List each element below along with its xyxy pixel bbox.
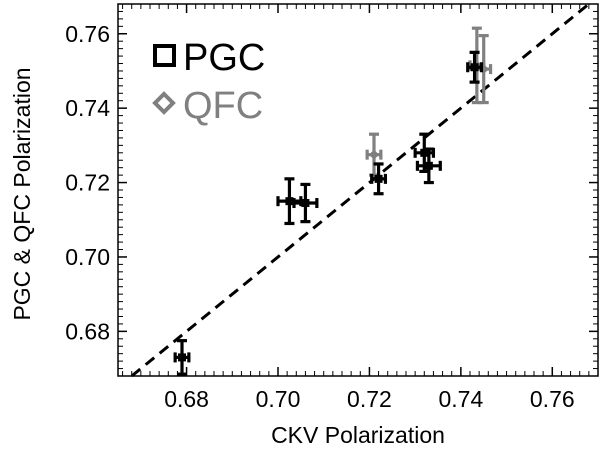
y-tick-label: 0.68: [65, 318, 110, 344]
data-point-pgc: [292, 182, 319, 224]
y-tick-label: 0.72: [65, 170, 110, 196]
reference-line-layer: [130, 2, 590, 378]
legend-item-pgc: PGC: [153, 37, 265, 79]
pgc-square-marker: [285, 197, 294, 206]
x-tick-labels: 0.68 0.70 0.72 0.74 0.76: [164, 386, 574, 412]
pgc-square-marker: [178, 353, 186, 362]
legend-pgc-label: PGC: [183, 37, 265, 79]
x-tick-label: 0.72: [347, 386, 392, 412]
x-tick-label: 0.68: [164, 386, 209, 412]
x-axis-label: CKV Polarization: [271, 422, 445, 448]
x-tick-label: 0.74: [438, 386, 483, 412]
pgc-square-marker: [470, 63, 479, 72]
data-point-pgc: [173, 339, 191, 376]
legend: PGC QFC: [152, 37, 265, 127]
legend-qfc-diamond-marker: [152, 91, 176, 115]
y-tick-label: 0.76: [65, 21, 110, 47]
qfc-diamond-marker: [369, 149, 379, 160]
y-axis-label: PGC & QFC Polarization: [9, 67, 35, 320]
legend-qfc-label: QFC: [183, 85, 263, 127]
pgc-square-marker: [424, 161, 433, 170]
y-tick-label: 0.74: [65, 95, 110, 121]
data-point-pgc: [415, 147, 442, 185]
data-point-qfc: [475, 34, 493, 105]
pgc-square-marker: [301, 199, 310, 208]
y-tick-labels: 0.68 0.70 0.72 0.74 0.76: [65, 21, 110, 345]
legend-pgc-square-marker: [153, 44, 176, 67]
data-points-layer: [173, 26, 493, 376]
x-tick-label: 0.76: [530, 386, 575, 412]
data-point-pgc: [276, 177, 303, 226]
data-point-pgc: [466, 50, 484, 84]
data-point-pgc: [370, 162, 388, 196]
x-tick-label: 0.70: [256, 386, 301, 412]
pgc-square-marker: [420, 148, 429, 157]
plot-frame: [117, 3, 599, 377]
y-tick-label: 0.70: [65, 244, 110, 270]
axis-ticks: [118, 3, 599, 377]
legend-item-qfc: QFC: [152, 85, 263, 127]
reference-dashed-line: [130, 2, 590, 378]
pgc-square-marker: [374, 174, 383, 183]
